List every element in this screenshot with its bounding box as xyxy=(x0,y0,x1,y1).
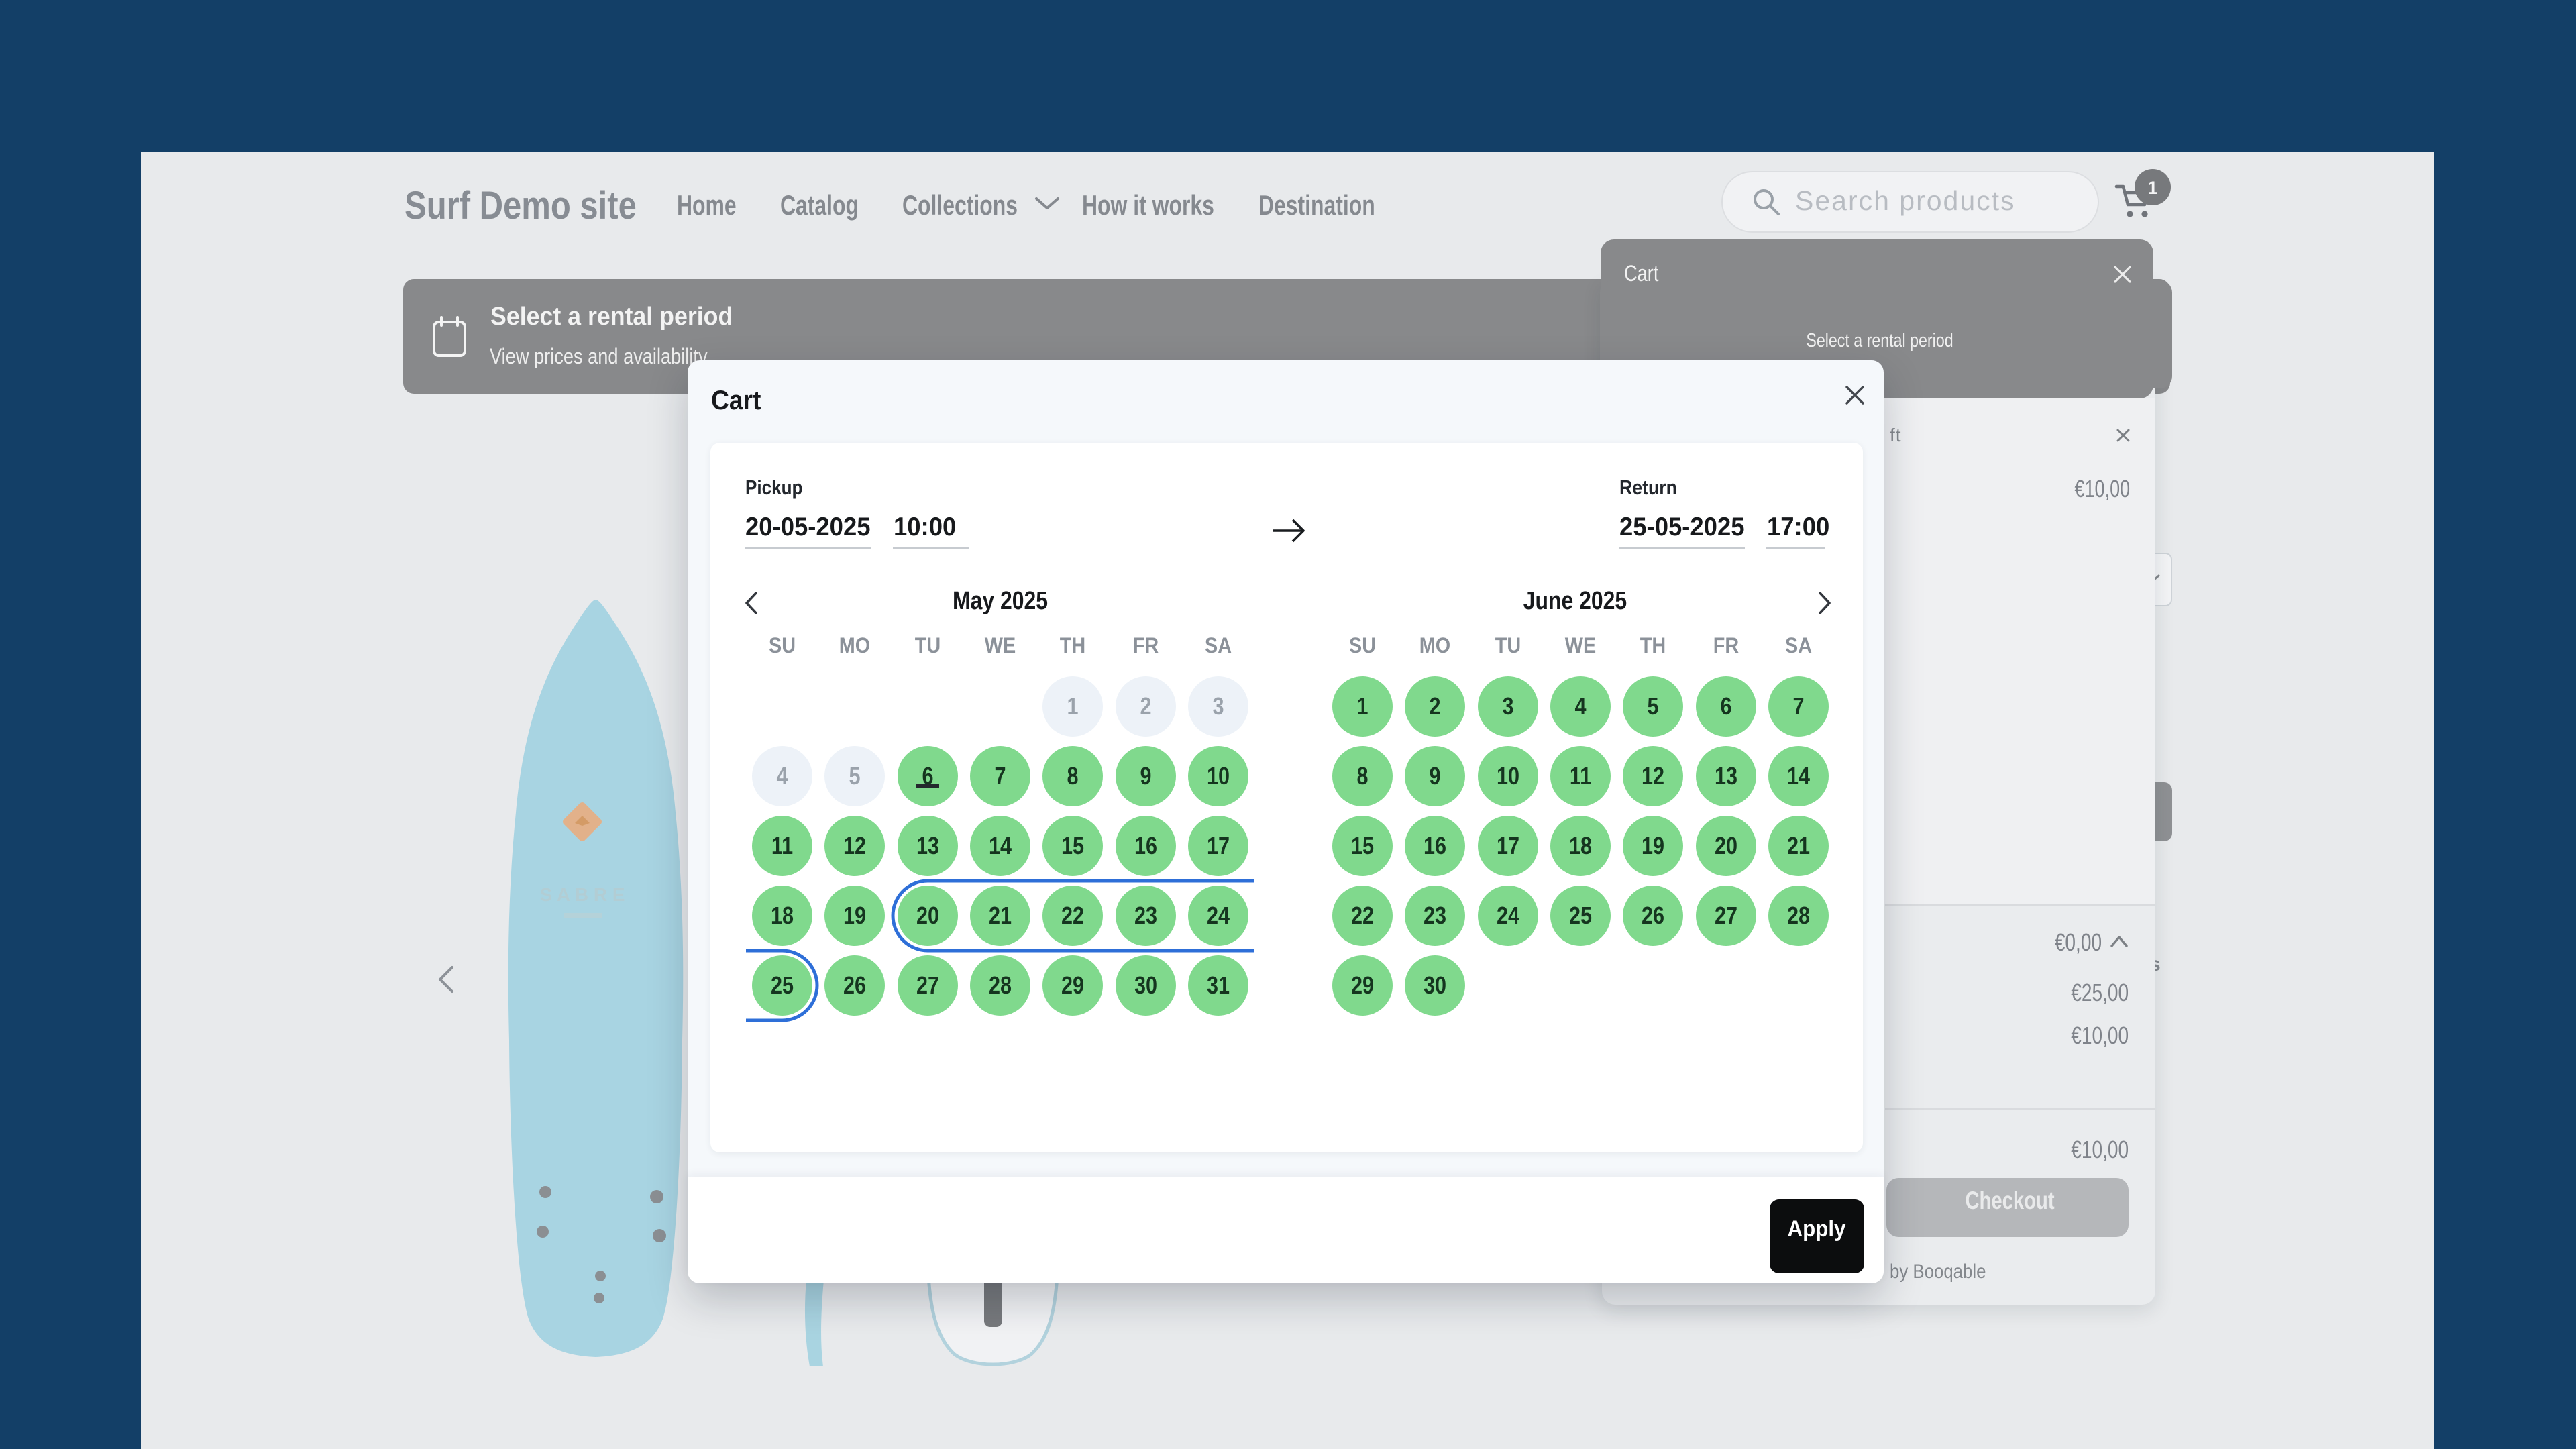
svg-text:S A B R E: S A B R E xyxy=(539,884,625,905)
